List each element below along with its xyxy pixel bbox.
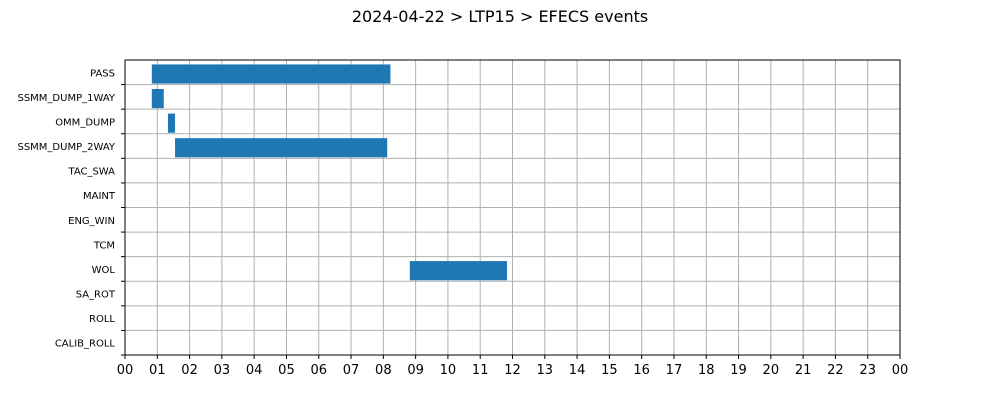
x-tick-label: 12 [504, 363, 521, 378]
event-bar [151, 64, 391, 84]
y-tick-label: ENG_WIN [68, 216, 115, 227]
x-tick-label: 15 [601, 363, 618, 378]
x-tick-label: 09 [407, 363, 424, 378]
x-tick-label: 05 [278, 363, 295, 378]
y-tick-label: SSMM_DUMP_2WAY [17, 142, 115, 153]
grid-lines [124, 60, 901, 355]
x-tick-label: 00 [892, 363, 909, 378]
y-tick-label: SSMM_DUMP_1WAY [17, 93, 115, 104]
event-bar [409, 261, 508, 281]
x-tick-label: 19 [730, 363, 747, 378]
y-tick-label: OMM_DUMP [55, 117, 115, 128]
x-tick-label: 23 [859, 363, 876, 378]
chart-title: 2024-04-22 > LTP15 > EFECS events [352, 7, 648, 26]
x-tick-label: 07 [343, 363, 360, 378]
x-tick-label: 20 [763, 363, 780, 378]
x-tick-label: 04 [246, 363, 263, 378]
y-tick-label: SA_ROT [76, 290, 116, 301]
x-tick-label: 06 [310, 363, 327, 378]
x-tick-label: 00 [117, 363, 134, 378]
x-tick-label: 02 [181, 363, 198, 378]
event-bars [151, 64, 508, 281]
x-tick-label: 08 [375, 363, 392, 378]
x-tick-label: 01 [149, 363, 166, 378]
x-tick-label: 14 [569, 363, 586, 378]
x-tick-label: 13 [537, 363, 554, 378]
x-tick-label: 03 [214, 363, 231, 378]
y-tick-label: ROLL [89, 314, 115, 325]
y-tick-label: WOL [92, 265, 116, 276]
event-bar [175, 138, 388, 158]
y-tick-label: PASS [90, 68, 115, 79]
y-tick-label: TCM [93, 240, 115, 251]
x-tick-label: 11 [472, 363, 489, 378]
event-bar [151, 89, 164, 109]
y-tick-label: MAINT [83, 191, 116, 202]
x-tick-label: 16 [633, 363, 650, 378]
x-tick-label: 22 [827, 363, 844, 378]
y-axis: PASS SSMM_DUMP_1WAY OMM_DUMP SSMM_DUMP_2WAY… [17, 68, 125, 356]
x-tick-label: 21 [795, 363, 812, 378]
x-tick-label: 10 [440, 363, 457, 378]
x-tick-label: 17 [666, 363, 683, 378]
x-axis: 00 01 02 03 04 05 06 07 08 09 10 11 12 13 14 15 16 17 18 19… [117, 355, 909, 378]
y-tick-label: TAC_SWA [67, 167, 115, 178]
y-tick-label: CALIB_ROLL [55, 339, 116, 350]
event-bar [167, 113, 176, 133]
x-tick-label: 18 [698, 363, 715, 378]
